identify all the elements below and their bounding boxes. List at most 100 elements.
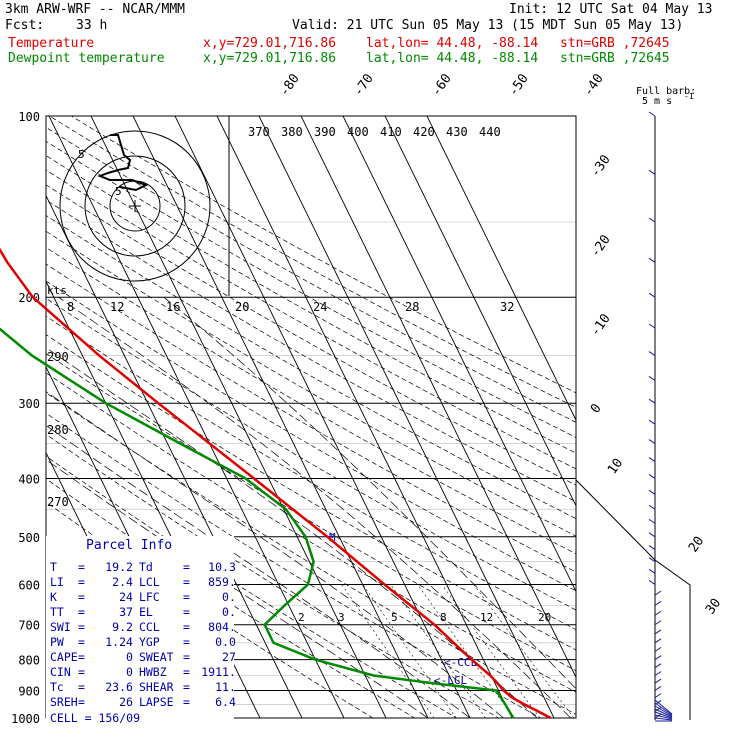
mixing-ratio-8 <box>417 584 515 718</box>
dewpoint-xy: x,y=729.01,716.86 <box>203 51 337 66</box>
isotherm-label-30: 30 <box>703 596 724 617</box>
parcel-row-li: LI = 2.4 LCL = 859. <box>50 575 236 589</box>
wind-barb <box>648 568 656 574</box>
dry-adiabat-300 <box>46 392 576 715</box>
wind-barb <box>648 217 656 223</box>
wind-barb <box>654 620 662 626</box>
dry-adiabat-360 <box>46 280 576 592</box>
mixing-ratio-label-12: 12 <box>480 611 493 624</box>
barb-exponent: -1 <box>684 92 694 101</box>
isotherm-label--50: -50 <box>506 71 532 99</box>
surface-barb <box>654 714 673 720</box>
pressure-label-500: 500 <box>18 531 40 545</box>
surface-barb <box>654 717 673 721</box>
hodograph-ring-label-1: 5 <box>78 148 85 161</box>
hodograph-kts-label: kts <box>47 284 67 297</box>
wind-barb <box>654 686 662 691</box>
isotherm-60 <box>426 116 576 422</box>
isotherm--110 <box>0 88 14 730</box>
pressure-label-100: 100 <box>18 110 40 124</box>
temperature-station: stn=GRB ,72645 <box>560 36 670 51</box>
hodograph-speed-28: 28 <box>405 300 419 314</box>
temperature-legend: Temperature <box>8 36 95 51</box>
wind-barb <box>654 671 662 676</box>
hodograph-speed-16: 16 <box>166 300 180 314</box>
wind-barb <box>648 457 656 462</box>
wind-barb <box>648 323 656 329</box>
forecast-hour: 33 h <box>76 18 108 33</box>
isotherm--30 <box>48 116 345 718</box>
valid-time: Valid: 21 UTC Sun 05 May 13 (15 MDT Sun … <box>292 18 684 33</box>
wind-barb <box>648 398 656 404</box>
isotherm-20 <box>258 116 555 718</box>
plot-outline <box>575 116 691 720</box>
isotherm-label--70: -70 <box>351 71 377 99</box>
theta-label-370: 370 <box>248 125 270 139</box>
theta-label-390: 390 <box>314 125 336 139</box>
ccl-label: <-CCL <box>444 656 477 669</box>
theta-label-440: 440 <box>479 125 501 139</box>
isotherm-label--80: -80 <box>277 71 303 99</box>
pressure-label-200: 200 <box>18 291 40 305</box>
isotherm--20 <box>90 116 387 718</box>
wind-barb <box>648 532 656 538</box>
dry-adiabat-310 <box>46 372 576 693</box>
barb-title: Full barb: <box>636 86 696 97</box>
parcel-info-panel: Parcel Info T = 19.2 Td = 10.3 LI = 2.4 LCL = 859. K… <box>46 536 236 726</box>
moist-adiabat-8 <box>46 391 504 718</box>
wind-barb <box>648 439 656 444</box>
wind-barb <box>648 489 656 495</box>
dewpoint-station: stn=GRB ,72645 <box>560 51 670 66</box>
pressure-label-600: 600 <box>18 578 40 592</box>
wind-barb <box>654 693 662 699</box>
dewpoint-profile <box>0 327 515 719</box>
model-title: 3km ARW-WRF -- NCAR/MMM <box>5 2 186 17</box>
wind-barb <box>648 376 656 381</box>
theta-label-400: 400 <box>347 125 369 139</box>
mixing-ratio-20 <box>473 584 575 718</box>
wind-barb <box>648 292 656 298</box>
surface-barb <box>654 702 673 716</box>
surface-barb <box>654 705 673 717</box>
parcel-row-tc: Tc = 23.6 SHEAR = 11. <box>50 680 236 694</box>
dry-adiabat-390 <box>46 230 576 537</box>
wind-barb <box>654 678 662 684</box>
pressure-label-400: 400 <box>18 472 40 486</box>
wind-barb <box>648 557 656 563</box>
dewpoint-legend: Dewpoint temperature <box>8 51 165 66</box>
surface-barb <box>654 708 673 718</box>
wind-barb <box>654 646 662 652</box>
dry-adiabat-290 <box>46 412 542 718</box>
parcel-row-pw: PW = 1.24 YGP = 0.0 <box>50 635 236 649</box>
dry-adiabat-280 <box>46 433 500 718</box>
init-time: Init: 12 UTC Sat 04 May 13 <box>509 2 713 17</box>
dry-adiabat-260 <box>46 478 416 718</box>
hodograph-trace <box>97 134 149 192</box>
isotherm--40 <box>46 194 303 718</box>
isotherm-label-20: 20 <box>686 534 707 555</box>
dry-adiabat-340 <box>46 315 576 631</box>
wind-barb <box>648 504 656 510</box>
hodograph-ring-3 <box>59 130 211 282</box>
dry-adiabat-250 <box>46 501 374 718</box>
hodograph-speed-20: 20 <box>235 300 249 314</box>
dry-adiabat-380 <box>46 247 576 555</box>
wind-barb <box>654 706 662 712</box>
wind-barb <box>654 610 662 616</box>
dry-adiabat-label-280: 280 <box>47 423 69 437</box>
wind-barb <box>648 169 656 175</box>
wind-barb <box>654 655 662 661</box>
parcel-cell: CELL = 156/09 <box>50 711 141 725</box>
wind-barb <box>648 474 656 479</box>
isotherm-10 <box>216 116 513 718</box>
dry-adiabat-350 <box>46 297 576 611</box>
isotherm-50 <box>384 116 576 507</box>
wind-barb <box>654 663 662 669</box>
parcel-row-sreh: SREH= 26 LAPSE = 6.4 <box>50 695 236 709</box>
hodograph-ring-label-2: 5 <box>115 185 122 198</box>
hodograph-speed-32: 32 <box>500 300 514 314</box>
hodograph-speed-24: 24 <box>313 300 327 314</box>
wind-barb <box>648 111 656 117</box>
isotherm-40 <box>342 116 576 593</box>
wind-barb <box>648 419 656 425</box>
